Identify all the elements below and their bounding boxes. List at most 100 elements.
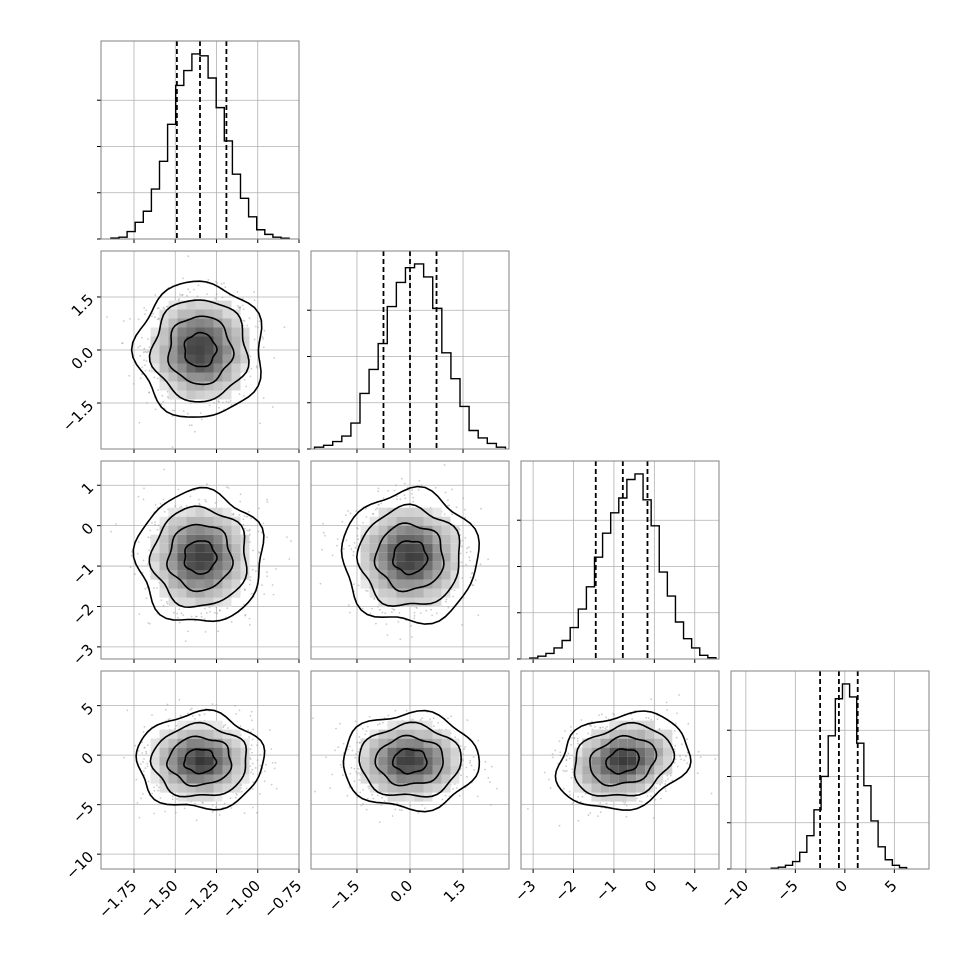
density-cell — [423, 765, 433, 775]
contour-line — [573, 721, 676, 797]
density-cell — [609, 792, 619, 802]
scatter-point — [126, 709, 129, 712]
scatter-point — [195, 615, 197, 618]
scatter-point — [204, 498, 207, 501]
scatter-point — [412, 718, 414, 721]
scatter-point — [599, 802, 602, 804]
density-cell — [177, 543, 187, 553]
density-cell — [195, 747, 205, 757]
density-cell — [405, 588, 415, 598]
density-cell — [204, 372, 214, 382]
scatter-point — [238, 514, 241, 516]
density-cell — [387, 516, 397, 526]
scatter-point — [413, 611, 416, 614]
density-cell — [195, 570, 205, 580]
y-tick-label: 5 — [78, 699, 97, 718]
contour-line — [148, 505, 248, 609]
scatter-point — [675, 736, 678, 739]
scatter-point — [350, 766, 353, 769]
scatter-point — [472, 584, 475, 587]
scatter-point — [398, 612, 401, 614]
density-cell — [369, 729, 379, 739]
density-cell — [168, 507, 178, 517]
scatter-point — [676, 765, 679, 768]
scatter-point — [141, 336, 143, 339]
density-cell — [387, 783, 397, 793]
scatter-point — [604, 727, 607, 730]
density-cell — [213, 756, 223, 766]
scatter-point — [630, 713, 632, 716]
density-cell — [369, 543, 379, 553]
scatter-point — [247, 729, 250, 732]
scatter-point — [271, 406, 274, 408]
x-tick-label: 5 — [881, 877, 900, 896]
density-cell — [195, 783, 205, 793]
x-tick-label: −2 — [552, 877, 580, 905]
density-cell — [177, 345, 187, 355]
density-cell — [231, 774, 241, 784]
scatter-point — [203, 618, 206, 620]
scatter-point — [252, 781, 255, 783]
scatter-point — [646, 795, 649, 797]
scatter-point — [312, 717, 314, 720]
scatter-point — [349, 512, 352, 515]
density-cell — [414, 747, 424, 757]
scatter-point — [143, 487, 145, 490]
scatter-point — [110, 530, 112, 533]
scatter-point — [659, 783, 661, 786]
scatter-point — [213, 402, 215, 404]
scatter-point — [147, 350, 149, 353]
scatter-point — [166, 703, 169, 706]
density-cell — [195, 588, 205, 598]
x-tick-label: 1.5 — [440, 877, 470, 907]
scatter-point — [184, 640, 187, 642]
scatter-point — [266, 571, 268, 573]
scatter-point — [223, 802, 226, 805]
scatter-panel: −1.5 0.0 1.5 — [310, 670, 510, 915]
scatter-point — [229, 400, 232, 402]
density-cell — [432, 783, 442, 793]
density-cell — [186, 300, 196, 310]
scatter-point — [397, 620, 400, 623]
density-cell — [609, 729, 619, 739]
density-cell — [582, 774, 592, 784]
scatter-point — [464, 537, 467, 539]
scatter-point — [674, 758, 677, 760]
scatter-point — [187, 288, 190, 291]
scatter-point — [580, 719, 583, 721]
density-cell — [204, 783, 214, 793]
scatter-point — [162, 401, 165, 403]
scatter-point — [347, 748, 349, 751]
scatter-point — [473, 565, 476, 568]
scatter-point — [211, 804, 214, 806]
density-cell — [177, 516, 187, 526]
scatter-point — [686, 738, 688, 741]
scatter-point — [208, 404, 211, 407]
density-cell — [168, 579, 178, 589]
scatter-point — [272, 593, 275, 596]
scatter-point — [674, 722, 677, 725]
scatter-point — [190, 707, 193, 710]
density-cell — [573, 765, 583, 775]
scatter-point — [200, 615, 203, 618]
scatter-point — [144, 588, 147, 590]
density-cell — [159, 747, 169, 757]
scatter-point — [409, 804, 412, 807]
density-cell — [360, 579, 370, 589]
scatter-point — [262, 397, 265, 399]
scatter-point — [547, 778, 550, 781]
density-cell — [414, 507, 424, 517]
scatter-point — [455, 787, 458, 789]
scatter-point — [271, 584, 274, 586]
density-cell — [177, 363, 187, 373]
scatter-point — [248, 317, 251, 320]
scatter-point — [180, 505, 183, 508]
density-cell — [204, 747, 214, 757]
density-cell — [186, 756, 196, 766]
density-cell — [204, 774, 214, 784]
scatter-point — [599, 727, 602, 729]
density-cell — [231, 570, 241, 580]
scatter-panel: −1.5 0.0 1.5 — [59, 250, 300, 453]
density-cell — [231, 552, 241, 562]
scatter-point — [174, 505, 177, 508]
